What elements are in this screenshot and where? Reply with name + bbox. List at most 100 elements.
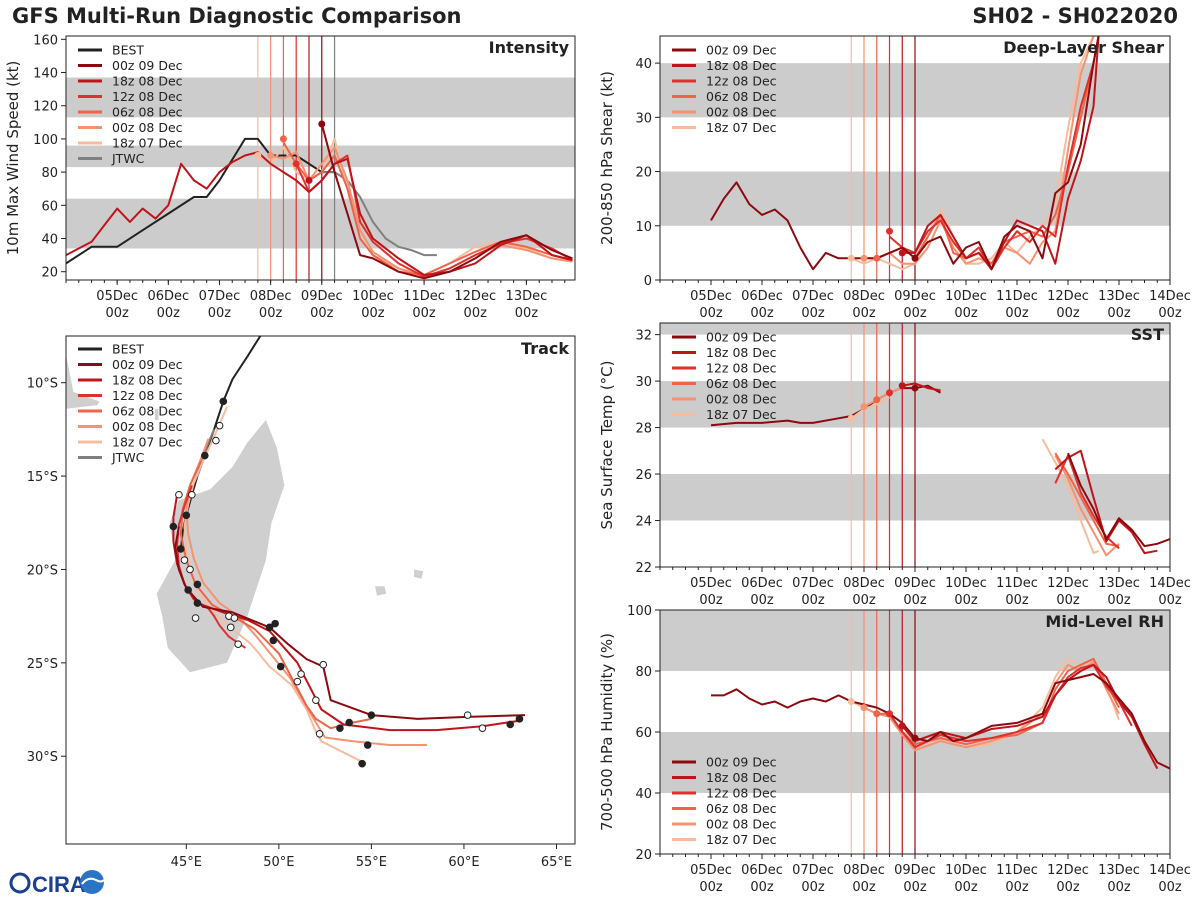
shear-ytick-label: 20 — [635, 166, 652, 181]
sst-init-marker — [847, 414, 855, 422]
rh-xtick-hour: 00z — [1158, 880, 1182, 895]
intensity-xtick-hour: 00z — [259, 306, 283, 321]
sst-init-marker — [886, 389, 893, 397]
sst-legend-label: 18z 07 Dec — [706, 407, 777, 422]
shear-ytick-label: 40 — [635, 57, 652, 72]
sst-xtick-day: 08Dec — [843, 576, 885, 591]
sst-xtick-hour: 00z — [699, 593, 723, 608]
track-position-marker — [230, 614, 239, 622]
land-mauritius — [414, 569, 424, 579]
intensity-legend-label: 18z 08 Dec — [112, 74, 183, 89]
track-position-marker — [193, 580, 202, 589]
intensity-xtick-hour: 00z — [515, 306, 539, 321]
rh-ytick-label: 20 — [635, 848, 652, 863]
rh-xtick-hour: 00z — [1005, 880, 1029, 895]
intensity-frame — [65, 35, 576, 281]
intensity-xtick-day: 13Dec — [506, 289, 548, 304]
intensity-ylabel: 10m Max Wind Speed (kt) — [4, 61, 22, 256]
sst-xtick-hour: 00z — [1158, 593, 1182, 608]
intensity-legend-label: JTWC — [111, 151, 145, 166]
track-position-marker — [271, 619, 279, 628]
rh-panel: 20 40 60 80 100 05Dec 00z 06Dec 00z 07Dec 00z 08Dec… — [598, 604, 1191, 895]
rh-title: Mid-Level RH — [1045, 612, 1164, 631]
shear-init-marker — [873, 254, 881, 262]
rh-ytick-label: 40 — [635, 787, 652, 802]
rh-xtick-hour: 00z — [852, 880, 876, 895]
intensity-legend-label: 12z 08 Dec — [112, 89, 183, 104]
land-madagascar — [156, 420, 285, 673]
shear-xtick-day: 10Dec — [945, 289, 987, 304]
track-xtick-label: 55°E — [356, 855, 387, 870]
sst-series-line — [850, 396, 890, 420]
track-ytick-label: 25°S — [27, 657, 58, 672]
track-position-marker — [186, 565, 194, 574]
track-position-marker — [234, 640, 242, 648]
intensity-series-line — [66, 137, 335, 265]
track-position-marker — [319, 660, 328, 669]
land-africa-coast — [66, 354, 100, 409]
shear-series-line — [888, 36, 1100, 271]
rh-legend-label: 00z 08 Dec — [706, 817, 777, 832]
intensity-xtick-day: 06Dec — [147, 289, 189, 304]
intensity-panel: 20 40 60 80 100 120 140 160 05Dec 00z 06Dec 00z 07De… — [4, 33, 576, 321]
shear-legend-label: 18z 08 Dec — [706, 58, 777, 73]
shear-xtick-day: 14Dec — [1149, 289, 1191, 304]
shear-plot-area — [710, 36, 1100, 271]
rh-ytick-label: 60 — [635, 726, 652, 741]
track-position-marker — [345, 718, 353, 727]
shear-xtick-hour: 00z — [954, 306, 978, 321]
sst-xtick-hour: 00z — [1056, 593, 1080, 608]
shear-legend-label: 18z 07 Dec — [706, 120, 777, 135]
shear-xtick-hour: 00z — [1056, 306, 1080, 321]
rh-init-marker — [886, 710, 893, 718]
intensity-series-line — [270, 146, 573, 278]
sst-series-line — [863, 387, 903, 408]
shear-xtick-day: 07Dec — [792, 289, 834, 304]
intensity-ytick-label: 20 — [41, 266, 58, 281]
shear-title: Deep-Layer Shear — [1003, 38, 1164, 57]
rh-legend-label: 18z 07 Dec — [706, 832, 777, 847]
intensity-series-line — [320, 123, 573, 280]
track-legend-label: 06z 08 Dec — [112, 404, 183, 419]
sst-init-marker — [873, 396, 881, 404]
sst-xtick-day: 07Dec — [792, 576, 834, 591]
intensity-xtick-day: 12Dec — [454, 289, 496, 304]
intensity-xtick-day: 05Dec — [96, 289, 138, 304]
intensity-legend-label: 00z 09 Dec — [112, 58, 183, 73]
rh-xtick-hour: 00z — [903, 880, 927, 895]
shear-xtick-hour: 00z — [750, 306, 774, 321]
intensity-xtick-day: 08Dec — [250, 289, 292, 304]
shear-xtick-day: 12Dec — [1047, 289, 1089, 304]
intensity-init-marker — [318, 120, 326, 128]
rh-xtick-day: 12Dec — [1047, 863, 1089, 878]
intensity-band — [66, 145, 575, 168]
logo-text: CIRA — [32, 872, 86, 897]
sst-xtick-hour: 00z — [1005, 593, 1029, 608]
intensity-xtick-hour: 00z — [361, 306, 385, 321]
rh-xtick-day: 13Dec — [1098, 863, 1140, 878]
rh-series-line — [876, 657, 1120, 746]
track-plot-area — [66, 336, 526, 768]
track-line — [174, 526, 526, 720]
sst-panel: 22 24 26 28 30 32 05Dec 00z 06Dec 00z 07Dec 00z 08De… — [598, 322, 1191, 608]
track-position-marker — [180, 556, 189, 564]
sst-legend-label: 06z 08 Dec — [706, 376, 777, 391]
rh-xtick-day: 08Dec — [843, 863, 885, 878]
rh-init-marker — [873, 710, 881, 718]
sst-xtick-hour: 00z — [903, 593, 927, 608]
sst-xtick-day: 06Dec — [741, 576, 783, 591]
intensity-legend-label: 06z 08 Dec — [112, 105, 183, 120]
track-position-marker — [182, 511, 191, 520]
intensity-ytick-label: 160 — [33, 33, 58, 48]
shear-init-marker — [847, 254, 855, 262]
track-position-marker — [315, 730, 324, 738]
shear-init-marker — [886, 227, 893, 235]
sst-title: SST — [1131, 325, 1164, 344]
sst-ylabel: Sea Surface Temp (°C) — [598, 360, 616, 529]
sst-plot-area — [710, 382, 1170, 557]
shear-init-marker — [898, 249, 906, 257]
shear-legend-label: 00z 08 Dec — [706, 105, 777, 120]
sst-series-line — [1054, 449, 1158, 555]
track-legend-label: 18z 08 Dec — [112, 373, 183, 388]
shear-xtick-hour: 00z — [1005, 306, 1029, 321]
